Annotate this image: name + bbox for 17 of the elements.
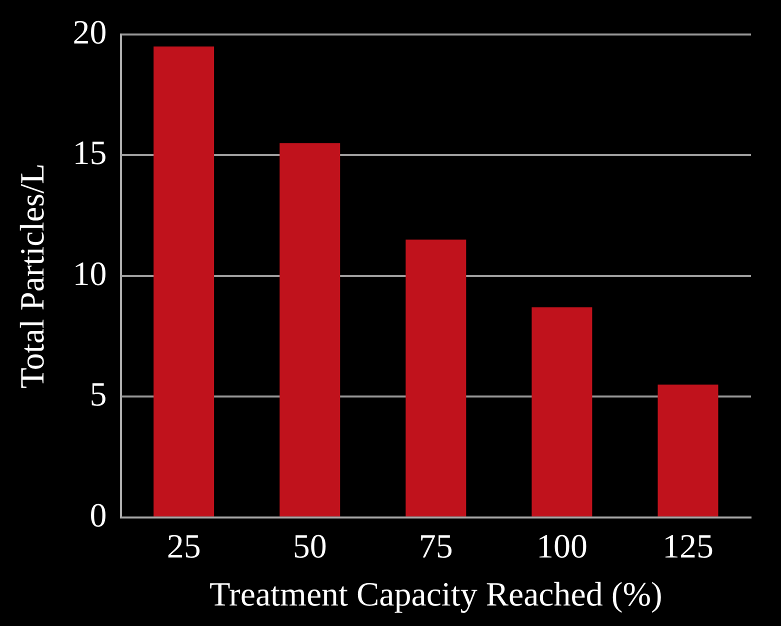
- bar: [406, 240, 466, 516]
- bar: [658, 384, 718, 516]
- x-tick-label: 50: [292, 528, 327, 566]
- x-axis-title: Treatment Capacity Reached (%): [209, 576, 662, 614]
- y-tick-label: 20: [72, 14, 107, 52]
- x-tick-label: 125: [662, 528, 714, 566]
- x-tick-label: 100: [536, 528, 588, 566]
- y-tick-label: 0: [90, 497, 107, 534]
- x-tick-label: 25: [166, 528, 201, 566]
- x-tick-label: 75: [418, 528, 453, 566]
- bar: [154, 46, 214, 516]
- y-axis-title: Total Particles/L: [14, 163, 52, 388]
- bar: [532, 307, 592, 516]
- y-tick-label: 15: [72, 135, 107, 172]
- bar: [280, 143, 340, 516]
- y-tick-label: 10: [72, 256, 107, 293]
- y-tick-label: 5: [90, 376, 107, 414]
